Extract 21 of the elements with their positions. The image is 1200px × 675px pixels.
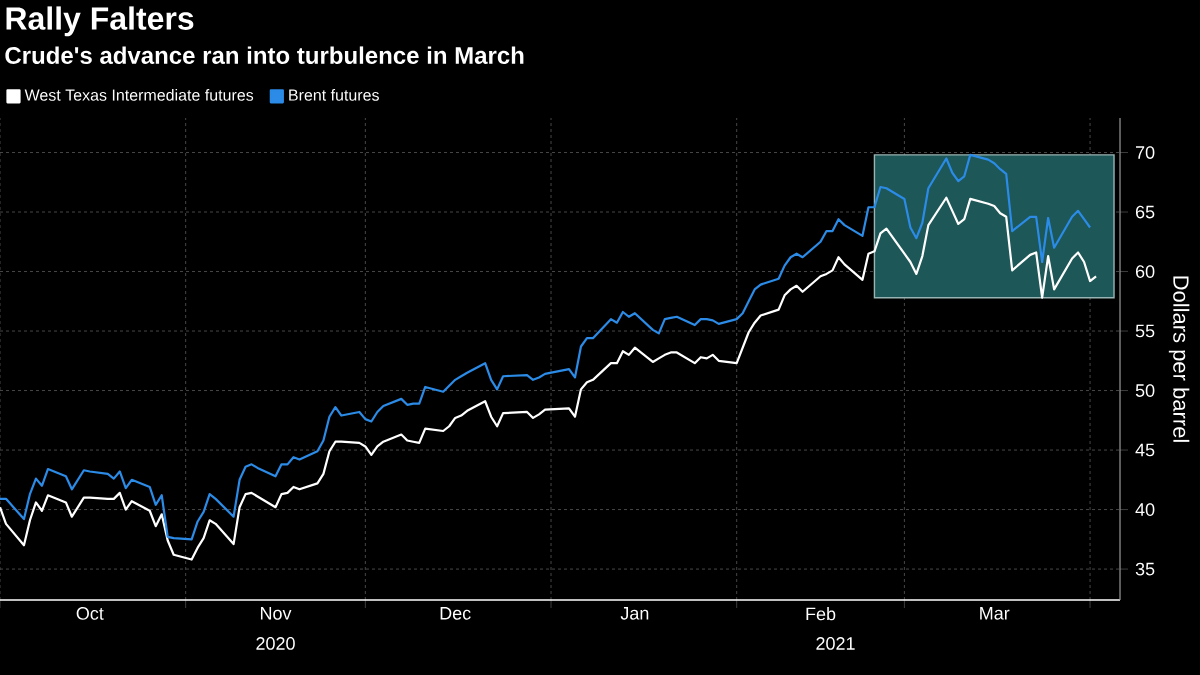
text: 2020 (256, 637, 295, 650)
text: 2021 (816, 637, 855, 650)
y-tick-label: 40 (1135, 503, 1155, 516)
y-tick-label: 35 (1135, 562, 1155, 576)
y-tick-label: 50 (1135, 384, 1155, 397)
legend-label: Brent futures (289, 89, 379, 101)
chart-subtitle: Crude's advance ran into turbulence in March (5, 46, 524, 64)
x-tick-label: Jan (620, 607, 649, 620)
y-axis-title: Dollars per barrel (1168, 276, 1190, 442)
x-tick-label: Oct (76, 607, 104, 620)
y-tick-label: 65 (1135, 205, 1155, 219)
y-tick-label: 70 (1135, 146, 1155, 159)
x-tick-label: Feb (806, 607, 836, 621)
legend-label: West Texas Intermediate futures (24, 89, 254, 101)
x-tick-label: Dec (440, 607, 471, 620)
y-tick-label: 45 (1135, 443, 1155, 457)
x-tick-label: Nov (260, 607, 292, 620)
y-tick-label: 60 (1135, 265, 1155, 278)
y-tick-label: 55 (1135, 324, 1155, 338)
chart-title: Rally Falters (6, 6, 194, 37)
x-tick-label: Mar (980, 607, 1010, 620)
